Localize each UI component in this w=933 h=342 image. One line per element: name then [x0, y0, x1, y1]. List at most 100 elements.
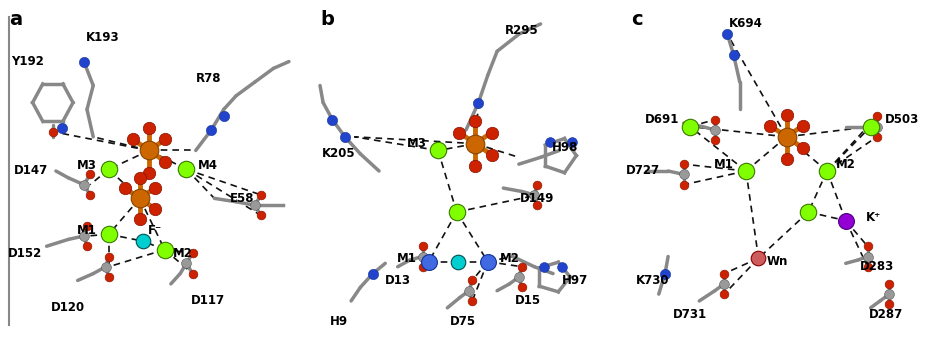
Point — [530, 202, 545, 208]
Point — [707, 117, 722, 122]
Text: F⁻: F⁻ — [148, 224, 162, 237]
Point — [484, 152, 499, 157]
Text: D75: D75 — [450, 315, 476, 328]
Point — [135, 238, 150, 244]
Point — [882, 291, 897, 297]
Point — [717, 281, 731, 287]
Point — [870, 124, 884, 129]
Text: D731: D731 — [673, 308, 707, 321]
Point — [102, 167, 117, 172]
Point — [467, 119, 482, 124]
Point — [102, 254, 117, 259]
Point — [147, 185, 162, 191]
Point — [480, 259, 495, 264]
Point — [465, 278, 480, 283]
Point — [514, 264, 529, 269]
Text: M3: M3 — [407, 137, 426, 150]
Text: D120: D120 — [51, 301, 86, 314]
Point — [465, 298, 480, 304]
Point — [779, 156, 794, 162]
Point — [79, 244, 94, 249]
Point — [860, 264, 875, 269]
Point — [658, 271, 673, 276]
Point — [707, 127, 722, 133]
Point — [717, 291, 731, 297]
Point — [801, 209, 815, 215]
Text: K193: K193 — [86, 31, 119, 44]
Point — [158, 136, 173, 142]
Point — [795, 145, 810, 150]
Text: H97: H97 — [562, 274, 588, 287]
Point — [157, 247, 172, 252]
Point — [819, 168, 834, 174]
Text: D149: D149 — [521, 192, 555, 205]
Point — [185, 250, 200, 256]
Text: D15: D15 — [515, 294, 541, 307]
Point — [779, 112, 794, 117]
Point — [564, 139, 579, 145]
Point — [739, 168, 754, 174]
Point — [254, 192, 269, 198]
Point — [254, 213, 269, 218]
Point — [142, 148, 157, 153]
Point — [415, 264, 430, 269]
Text: M4: M4 — [198, 159, 218, 172]
Text: D283: D283 — [860, 260, 894, 273]
Point — [77, 182, 91, 187]
Point — [676, 172, 691, 177]
Text: K205: K205 — [322, 147, 355, 160]
Point — [203, 127, 218, 133]
Text: D147: D147 — [14, 165, 49, 177]
Point — [415, 254, 430, 259]
Point — [838, 218, 853, 223]
Point — [83, 192, 98, 198]
Point — [147, 206, 162, 211]
Point — [422, 259, 437, 264]
Point — [530, 182, 545, 187]
Point — [751, 255, 766, 261]
Text: M1: M1 — [715, 158, 734, 171]
Text: D13: D13 — [384, 274, 411, 287]
Point — [179, 167, 194, 172]
Text: M2: M2 — [499, 252, 520, 265]
Text: D152: D152 — [7, 247, 42, 260]
Point — [158, 159, 173, 164]
Point — [451, 259, 466, 264]
Text: K730: K730 — [635, 274, 669, 287]
Text: M1: M1 — [77, 224, 97, 237]
Text: D503: D503 — [884, 113, 919, 126]
Text: D117: D117 — [191, 294, 225, 307]
Point — [795, 123, 810, 129]
Point — [763, 123, 778, 129]
Point — [717, 271, 731, 276]
Point — [338, 134, 353, 140]
Point — [325, 117, 340, 122]
Point — [514, 285, 529, 290]
Point — [77, 59, 91, 64]
Point — [102, 274, 117, 280]
Point — [247, 202, 262, 208]
Point — [431, 148, 446, 153]
Text: b: b — [320, 10, 334, 29]
Point — [452, 130, 466, 135]
Point — [450, 209, 465, 215]
Text: H98: H98 — [552, 141, 578, 154]
Point — [484, 130, 499, 135]
Point — [142, 170, 157, 175]
Point — [98, 264, 113, 269]
Point — [882, 281, 897, 287]
Text: R78: R78 — [195, 72, 221, 85]
Point — [77, 233, 91, 239]
Text: M3: M3 — [77, 159, 97, 172]
Point — [118, 185, 132, 191]
Point — [102, 232, 117, 237]
Text: Wn: Wn — [767, 255, 787, 268]
Text: Y192: Y192 — [11, 55, 45, 68]
Point — [870, 134, 884, 140]
Point — [79, 223, 94, 228]
Text: c: c — [631, 10, 642, 29]
Text: D287: D287 — [870, 308, 903, 321]
Point — [779, 134, 794, 140]
Point — [882, 302, 897, 307]
Point — [179, 261, 194, 266]
